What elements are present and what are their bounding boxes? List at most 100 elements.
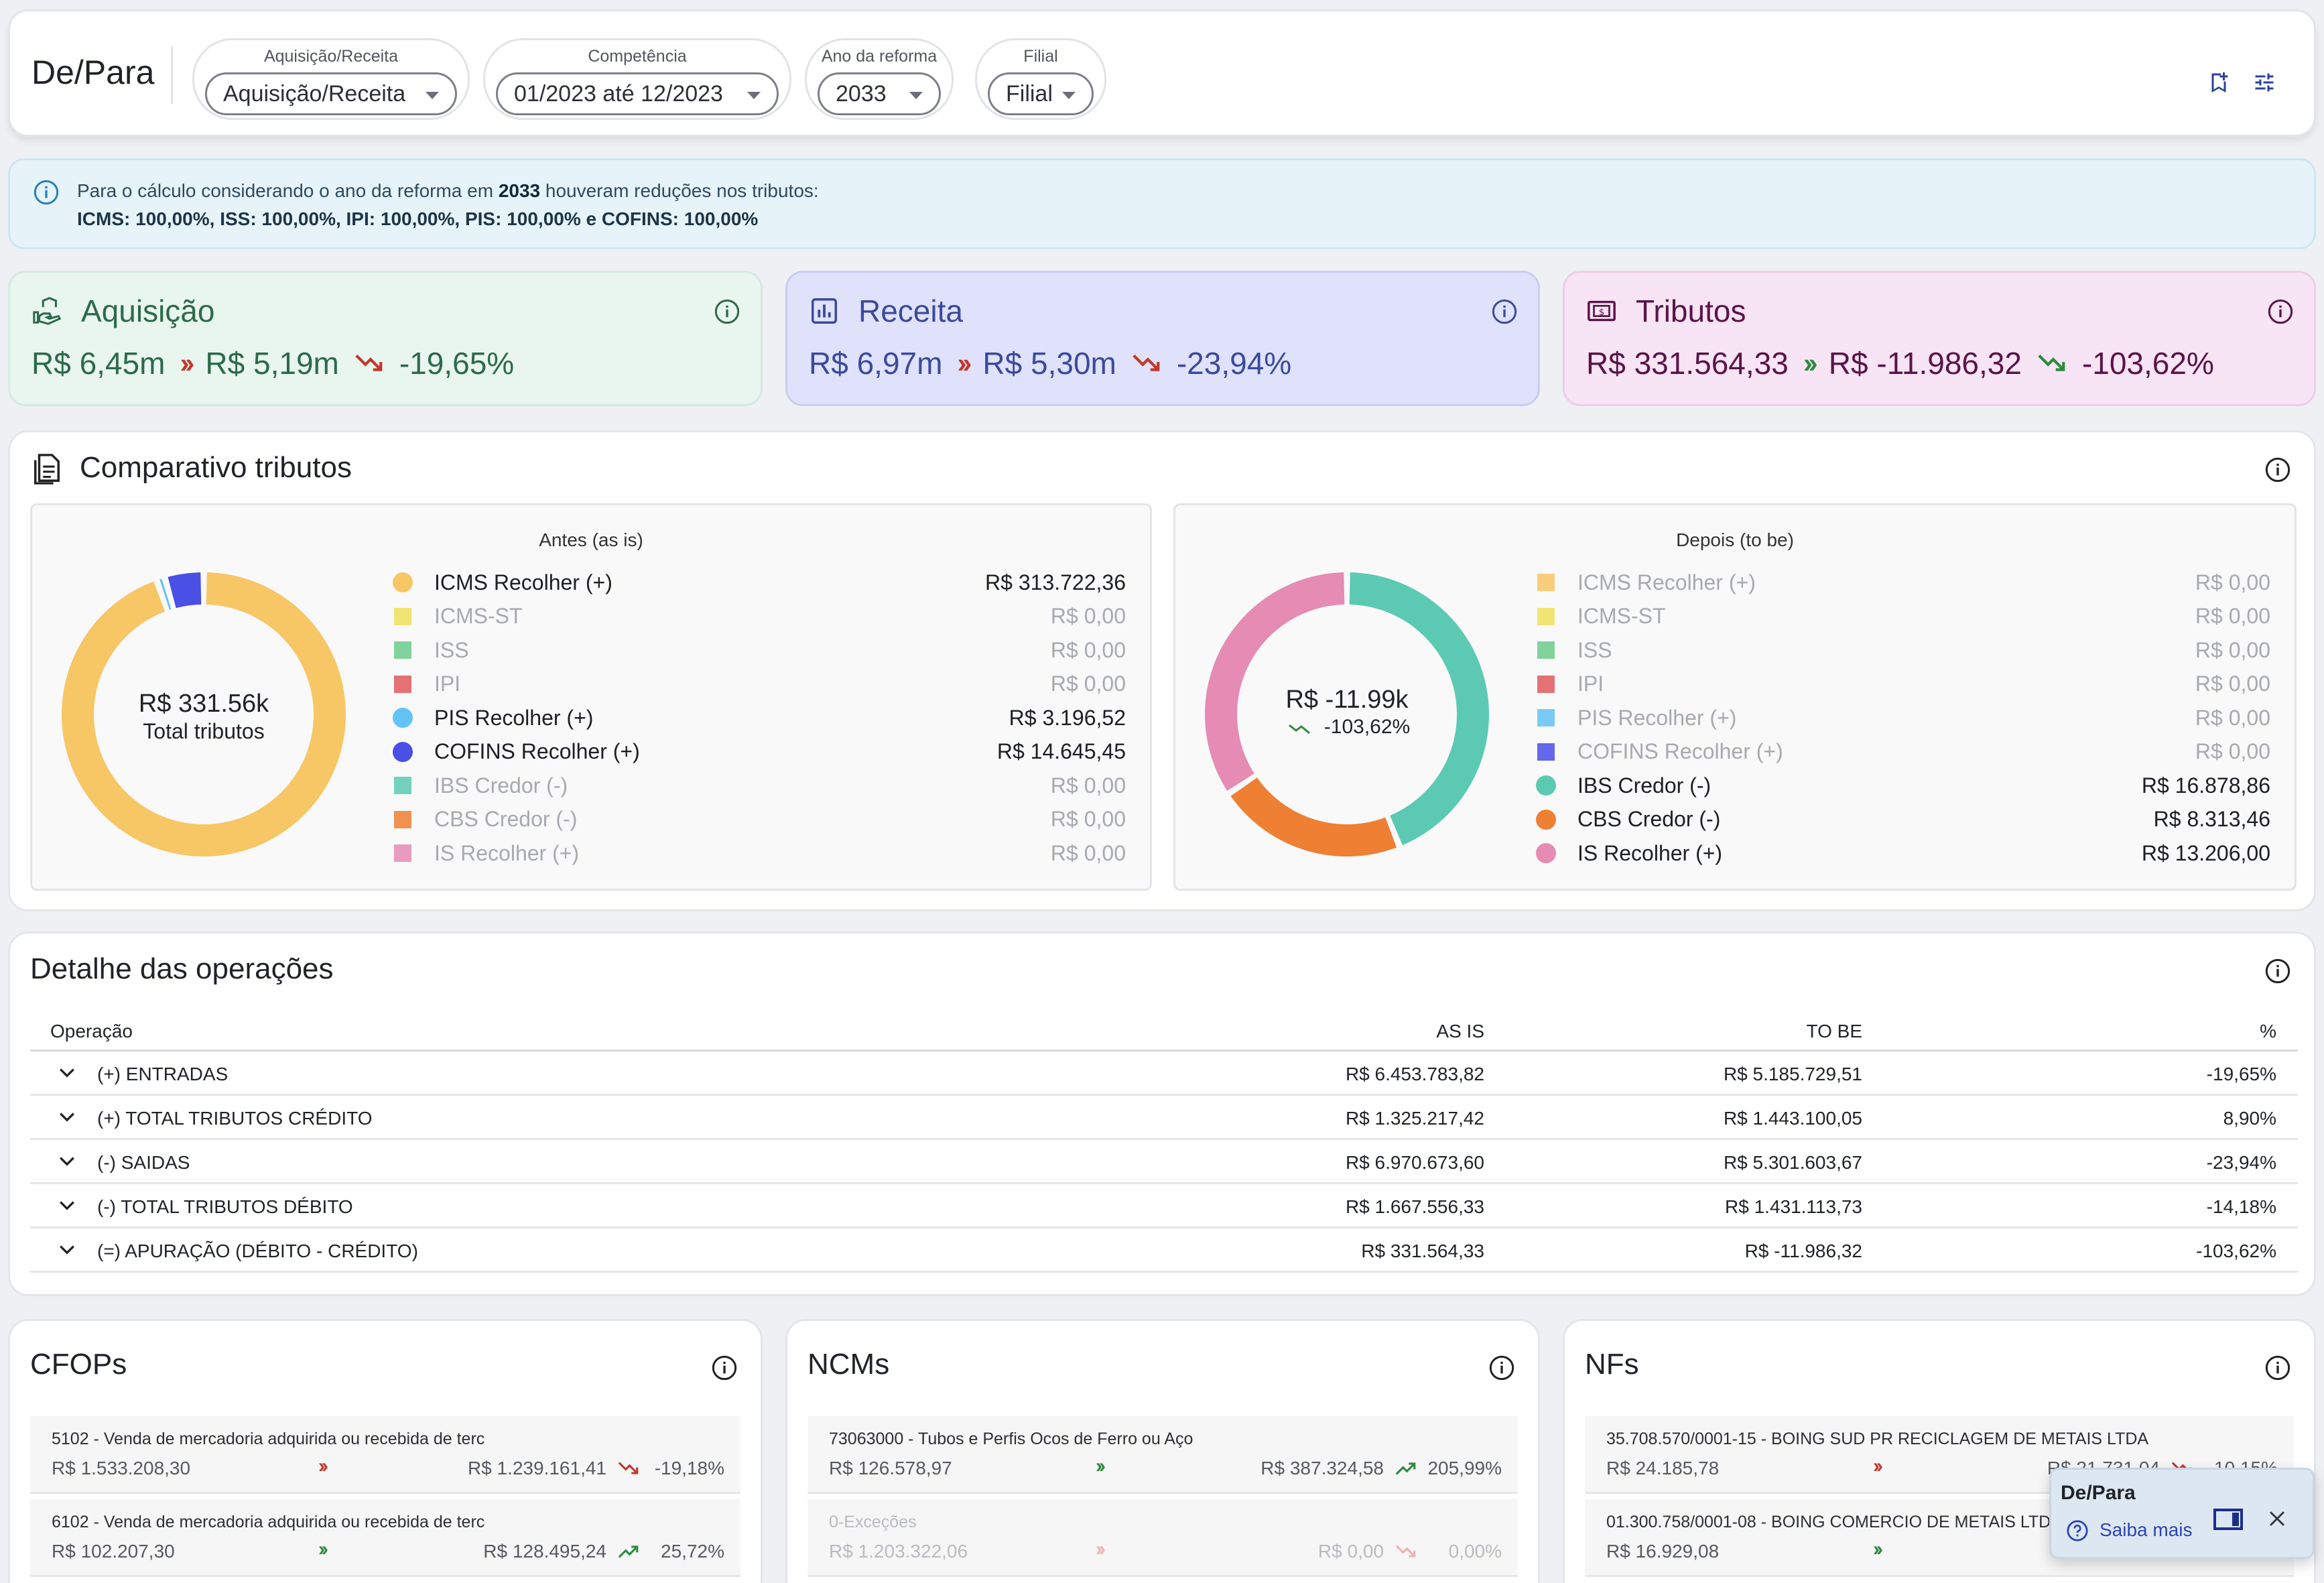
double-chevron-right-icon: ››	[1873, 1538, 1883, 1560]
expand-chevron-icon[interactable]	[58, 1111, 76, 1124]
expand-chevron-icon[interactable]	[58, 1243, 76, 1257]
legend-item[interactable]: COFINS Recolher (+) R$ 14.645,45	[393, 735, 1126, 769]
select-value: 2033	[836, 80, 887, 107]
legend-label: PIS Recolher (+)	[1577, 705, 1737, 730]
legend-item[interactable]: IBS Credor (-) R$ 0,00	[394, 769, 1126, 803]
table-row[interactable]: (+) TOTAL TRIBUTOS CRÉDITO R$ 1.325.217,4…	[30, 1096, 2298, 1140]
competencia-select[interactable]: 01/2023 até 12/2023	[496, 72, 779, 115]
legend-item[interactable]: ISS R$ 0,00	[1537, 633, 2270, 668]
info-icon[interactable]	[2264, 456, 2291, 483]
legend-item[interactable]: ICMS-ST R$ 0,00	[394, 600, 1126, 634]
double-chevron-right-icon: ››	[180, 347, 194, 379]
donut-slice-pis-recolher[interactable]	[159, 578, 172, 611]
legend-label: ICMS-ST	[434, 604, 523, 629]
ano-reforma-select[interactable]: 2033	[818, 72, 941, 115]
legend-swatch	[1536, 809, 1556, 830]
legend-depois: ICMS Recolher (+) R$ 0,00 ICMS-ST R$ 0,00 IS…	[1536, 566, 2270, 871]
legend-value: R$ 0,00	[1050, 773, 1126, 798]
legend-item[interactable]: PIS Recolher (+) R$ 0,00	[1537, 701, 2270, 735]
donut-chart-depois: R$ -11.99k -103,62%	[1205, 572, 1489, 857]
legend-value: R$ 0,00	[2195, 739, 2270, 764]
table-row[interactable]: (=) APURAÇÃO (DÉBITO - CRÉDITO) R$ 331.56…	[30, 1228, 2298, 1273]
donut-center-value: R$ -11.99k	[1285, 686, 1409, 714]
legend-value: R$ 313.722,36	[985, 570, 1126, 594]
kpi-title: Receita	[858, 294, 963, 328]
info-icon[interactable]	[2264, 1354, 2291, 1381]
expand-chevron-icon[interactable]	[58, 1066, 76, 1080]
kpi-to: R$ -11.986,32	[1828, 346, 2022, 381]
cfops-card: CFOPs 5102 - Venda de mercadoria adquiri…	[8, 1319, 763, 1583]
donut-slice-cbs-credor[interactable]	[1230, 777, 1397, 857]
table-row[interactable]: (-) TOTAL TRIBUTOS DÉBITO R$ 1.667.556,33…	[30, 1184, 2298, 1228]
legend-item[interactable]: IPI R$ 0,00	[1537, 668, 2270, 702]
legend-item[interactable]: ICMS Recolher (+) R$ 0,00	[1537, 566, 2270, 600]
table-row[interactable]: (-) SAIDAS R$ 6.970.673,60 R$ 5.301.603,67…	[30, 1140, 2298, 1184]
legend-swatch	[394, 777, 411, 795]
legend-item[interactable]: ISS R$ 0,00	[394, 633, 1126, 668]
item-pct: 205,99%	[1427, 1458, 1502, 1478]
legend-swatch	[1537, 607, 1555, 625]
info-icon[interactable]	[2267, 298, 2294, 325]
kpi-pct: -103,62%	[2081, 346, 2214, 381]
donut-slice-ibs-credor[interactable]	[1349, 572, 1489, 846]
legend-item[interactable]: IS Recolher (+) R$ 13.206,00	[1536, 836, 2270, 871]
caret-down-icon	[747, 92, 761, 99]
info-icon[interactable]	[2264, 958, 2291, 985]
tune-icon[interactable]	[2252, 70, 2276, 94]
table-body: (+) ENTRADAS R$ 6.453.783,82 R$ 5.185.729,…	[30, 1052, 2298, 1273]
info-icon[interactable]	[1491, 298, 1518, 325]
cell-as-is: R$ 1.325.217,42	[1345, 1108, 1484, 1129]
legend-swatch	[1537, 743, 1555, 761]
table-row[interactable]: (+) ENTRADAS R$ 6.453.783,82 R$ 5.185.729,…	[30, 1052, 2298, 1096]
expand-chevron-icon[interactable]	[58, 1155, 76, 1168]
toast-title: De/Para	[2061, 1482, 2136, 1504]
filial-select[interactable]: Filial	[988, 72, 1094, 115]
video-player-icon[interactable]	[2212, 1506, 2244, 1533]
legend-value: R$ 0,00	[2195, 705, 2270, 730]
legend-item[interactable]: CBS Credor (-) R$ 0,00	[394, 803, 1126, 837]
cell-to-be: R$ 5.185.729,51	[1723, 1064, 1862, 1084]
col-as-is[interactable]: AS IS	[1436, 1021, 1484, 1041]
info-icon[interactable]	[714, 298, 740, 325]
col-operacao[interactable]: Operação	[50, 1021, 133, 1041]
expand-chevron-icon[interactable]	[58, 1199, 76, 1212]
col-pct[interactable]: %	[2260, 1021, 2276, 1041]
legend-item[interactable]: IS Recolher (+) R$ 0,00	[394, 836, 1126, 871]
item-label: 01.300.758/0001-08 - BOING COMERCIO DE M…	[1606, 1513, 2062, 1531]
legend-label: ICMS Recolher (+)	[434, 570, 612, 594]
legend-value: R$ 0,00	[2195, 570, 2270, 594]
donut-slice-cofins-recolher[interactable]	[168, 572, 202, 609]
close-icon[interactable]	[2266, 1507, 2288, 1530]
cell-pct: -19,65%	[2206, 1064, 2276, 1084]
legend-value: R$ 8.313,46	[2153, 807, 2270, 832]
kpi-card-receita: Receita R$ 6,97m ›› R$ 5,30m -23,94%	[785, 271, 1540, 406]
list-item[interactable]: 6102 - Venda de mercadoria adquirida ou …	[30, 1499, 740, 1577]
cell-pct: 8,90%	[2223, 1108, 2276, 1129]
ncms-card: NCMs 73063000 - Tubos e Perfis Ocos de F…	[785, 1319, 1540, 1583]
info-icon[interactable]	[1488, 1354, 1515, 1381]
legend-item[interactable]: IPI R$ 0,00	[394, 668, 1126, 702]
aquisicao-receita-select[interactable]: Aquisição/Receita	[205, 72, 457, 115]
banner-message: Para o cálculo considerando o ano da ref…	[77, 180, 819, 202]
legend-item[interactable]: IBS Credor (-) R$ 16.878,86	[1536, 769, 2270, 803]
legend-item[interactable]: ICMS Recolher (+) R$ 313.722,36	[393, 566, 1126, 600]
cell-operacao: (=) APURAÇÃO (DÉBITO - CRÉDITO)	[97, 1241, 418, 1261]
list-item[interactable]: 0-Exceções R$ 1.203.322,06 ›› R$ 0,00 0,00%	[808, 1499, 1518, 1577]
donut-slice-is-recolher[interactable]	[1205, 572, 1345, 791]
item-from: R$ 24.185,78	[1606, 1458, 1720, 1478]
info-icon[interactable]	[711, 1354, 738, 1381]
legend-item[interactable]: CBS Credor (-) R$ 8.313,46	[1536, 803, 2270, 837]
col-to-be[interactable]: TO BE	[1806, 1021, 1862, 1041]
list-item[interactable]: 5102 - Venda de mercadoria adquirida ou …	[30, 1416, 740, 1494]
legend-item[interactable]: PIS Recolher (+) R$ 3.196,52	[393, 701, 1126, 735]
info-icon	[34, 180, 59, 205]
filter-label: Competência	[588, 47, 687, 66]
bookmark-add-icon[interactable]	[2207, 70, 2231, 94]
legend-item[interactable]: ICMS-ST R$ 0,00	[1537, 600, 2270, 634]
list-item[interactable]: 73063000 - Tubos e Perfis Ocos de Ferro …	[808, 1416, 1518, 1494]
saiba-mais-link[interactable]: Saiba mais	[2100, 1519, 2193, 1540]
legend-label: ISS	[434, 637, 469, 662]
legend-item[interactable]: COFINS Recolher (+) R$ 0,00	[1537, 735, 2270, 769]
item-to: R$ 0,00	[1317, 1541, 1384, 1562]
info-banner: Para o cálculo considerando o ano da ref…	[8, 158, 2316, 249]
